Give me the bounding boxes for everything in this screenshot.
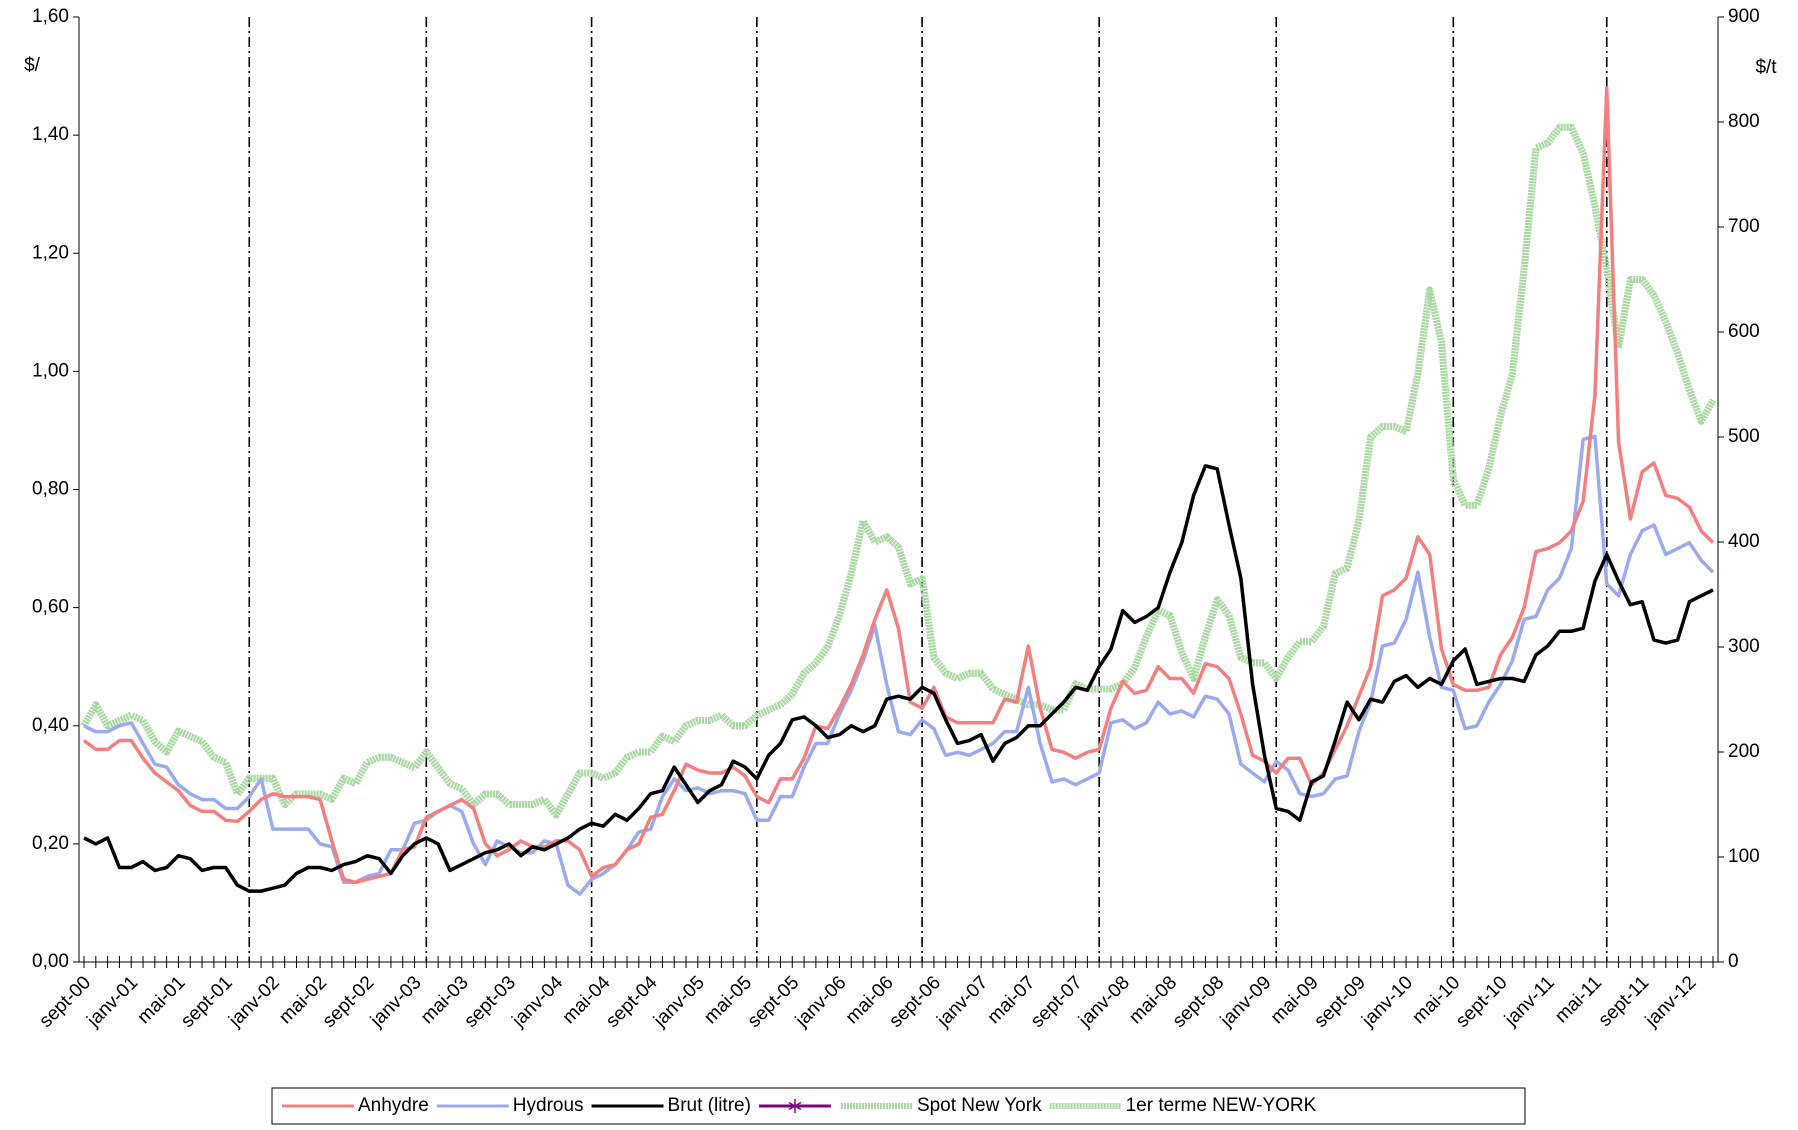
y2-tick-label: 900 [1728,6,1760,27]
x-tick-label: janv-03 [366,972,426,1032]
y2-axis-label: $/t [1755,57,1777,78]
x-tick-label: janv-07 [933,972,993,1032]
x-tick-label: janv-08 [1074,972,1134,1032]
x-tick-label: sept-07 [1027,972,1087,1032]
y2-tick-label: 800 [1728,111,1760,132]
y-tick-label: 1,40 [32,124,69,145]
x-tick-label: janv-12 [1641,972,1701,1032]
series-line [80,123,1717,819]
y-tick-label: 0,40 [32,715,69,736]
y-tick-label: 0,20 [32,833,69,854]
y-tick-label: 1,00 [32,360,69,381]
x-tick-label: sept-10 [1452,972,1512,1032]
series-line [82,86,1715,885]
y-tick-label: 1,20 [32,242,69,263]
x-tick-label: sept-04 [602,972,662,1032]
x-tick-label: janv-11 [1500,972,1559,1031]
x-tick-label: janv-09 [1216,972,1276,1032]
x-tick-label: janv-02 [224,972,284,1032]
y-tick-label: 0,60 [32,597,69,618]
series-line [80,123,1717,819]
y-tick-label: 0,80 [32,479,69,500]
x-tick-label: sept-09 [1310,972,1370,1032]
y2-tick-label: 600 [1728,321,1760,342]
y-tick-label: 1,60 [32,6,69,27]
legend-label: Anhydre [358,1095,429,1116]
y2-tick-label: 300 [1728,636,1760,657]
x-tick-label: janv-06 [791,972,851,1032]
x-tick-label: janv-10 [1358,972,1418,1032]
x-tick-label: sept-06 [885,972,945,1032]
y2-tick-label: 200 [1728,741,1760,762]
y2-tick-label: 700 [1728,216,1760,237]
x-tick-label: sept-05 [744,972,804,1032]
x-tick-label: janv-04 [508,972,568,1032]
legend-label: Hydrous [513,1095,584,1116]
y2-tick-label: 500 [1728,426,1760,447]
y2-tick-label: 0 [1728,951,1739,972]
y-tick-label: 0,00 [32,951,69,972]
x-tick-label: sept-02 [319,972,379,1032]
legend-marker [788,1101,802,1111]
x-tick-label: sept-00 [35,972,95,1032]
y2-tick-label: 100 [1728,846,1760,867]
series-line [83,464,1714,893]
legend-label: Brut (litre) [668,1095,751,1116]
legend-label: Spot New York [917,1095,1042,1116]
y-axis-label: $/ [24,55,41,76]
y2-tick-label: 400 [1728,531,1760,552]
x-tick-label: janv-05 [649,972,709,1032]
x-tick-label: sept-01 [177,972,237,1032]
x-tick-label: sept-03 [460,972,520,1032]
legend-label: 1er terme NEW-YORK [1126,1095,1317,1116]
x-tick-label: janv-01 [83,972,143,1032]
x-tick-label: sept-08 [1169,972,1229,1032]
x-tick-label: sept-11 [1595,972,1654,1031]
